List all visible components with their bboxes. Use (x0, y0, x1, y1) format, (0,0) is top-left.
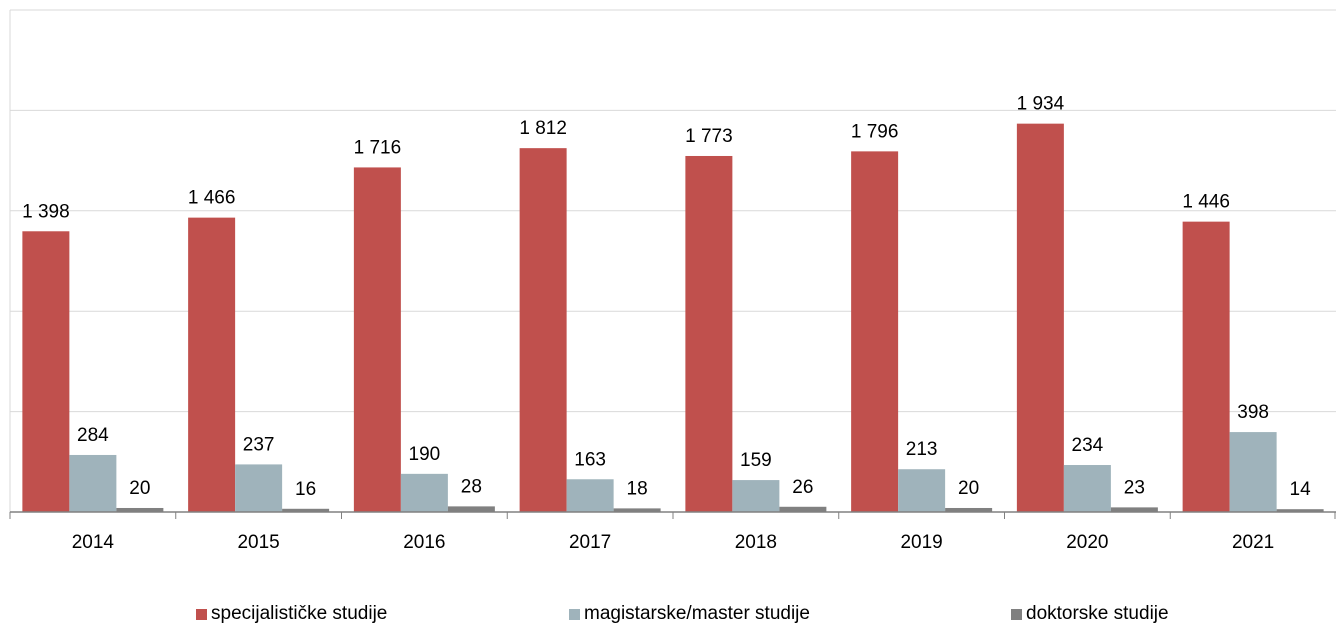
bar (519, 148, 567, 513)
bar (566, 479, 614, 512)
data-label: 1 446 (1182, 192, 1230, 213)
bar (732, 480, 780, 512)
bar (1063, 465, 1111, 512)
bar (447, 506, 495, 512)
bar (116, 507, 164, 512)
x-tick-label: 2020 (1066, 532, 1108, 553)
bar (945, 507, 993, 512)
data-label: 398 (1237, 402, 1269, 423)
bar (400, 473, 448, 512)
bar (69, 454, 117, 512)
bar (1276, 509, 1324, 512)
data-label: 18 (627, 478, 648, 499)
data-label: 20 (129, 478, 150, 499)
data-label: 1 398 (22, 201, 70, 222)
legend-swatch (1011, 608, 1022, 620)
bar (353, 167, 401, 513)
data-label: 1 812 (519, 118, 567, 139)
x-tick-label: 2015 (237, 532, 279, 553)
bar (1182, 221, 1230, 513)
data-label: 28 (461, 476, 482, 497)
data-label: 26 (792, 477, 813, 498)
bar (898, 469, 946, 512)
x-tick-label: 2019 (900, 532, 942, 553)
bar (851, 151, 899, 512)
data-label: 20 (958, 478, 979, 499)
legend-label: magistarske/master studije (584, 603, 810, 624)
x-axis: 2014 2015 2016 2017 2018 2019 2020 2021 (9, 10, 1336, 553)
bar (779, 506, 827, 512)
data-label: 23 (1124, 477, 1145, 498)
data-label: 14 (1290, 479, 1312, 500)
data-label: 213 (906, 439, 938, 460)
x-tick-label: 2017 (569, 532, 611, 553)
data-label: 1 934 (1017, 94, 1065, 115)
bar (1016, 123, 1064, 512)
data-label: 190 (409, 444, 441, 465)
data-label: 159 (740, 450, 772, 471)
bars (22, 123, 1324, 513)
data-label: 163 (574, 449, 606, 470)
x-tick-label: 2014 (72, 532, 115, 553)
bar-chart: 1 398 284 20 1 466 237 16 1 716 190 28 1 812 163 18… (9, 9, 1336, 553)
data-label: 237 (243, 434, 275, 455)
data-label: 1 716 (354, 137, 402, 158)
bar (613, 508, 661, 512)
legend-item-doktorske: doktorske studije (1011, 601, 1169, 627)
bar (235, 464, 283, 512)
legend-swatch (196, 608, 207, 620)
legend-item-specijalisticke: specijalističke studije (196, 601, 387, 627)
legend-item-magistarske: magistarske/master studije (569, 601, 810, 627)
data-label: 16 (295, 479, 316, 500)
x-tick-label: 2016 (403, 532, 445, 553)
bar (1229, 432, 1277, 512)
data-labels: 1 398 284 20 1 466 237 16 1 716 190 28 1 812 163 18… (22, 94, 1311, 501)
bar (685, 155, 733, 512)
legend-label: doktorske studije (1026, 603, 1169, 624)
bar (282, 508, 330, 512)
bar (188, 217, 236, 512)
bar (22, 231, 70, 512)
data-label: 1 773 (685, 126, 733, 147)
x-tick-label: 2018 (735, 532, 777, 553)
data-label: 284 (77, 425, 109, 446)
x-tick-label: 2021 (1232, 532, 1274, 553)
bar (1110, 507, 1158, 512)
data-label: 234 (1072, 435, 1104, 456)
data-label: 1 466 (188, 188, 236, 209)
legend-swatch (569, 608, 580, 620)
legend-label: specijalističke studije (211, 603, 388, 624)
data-label: 1 796 (851, 121, 899, 142)
